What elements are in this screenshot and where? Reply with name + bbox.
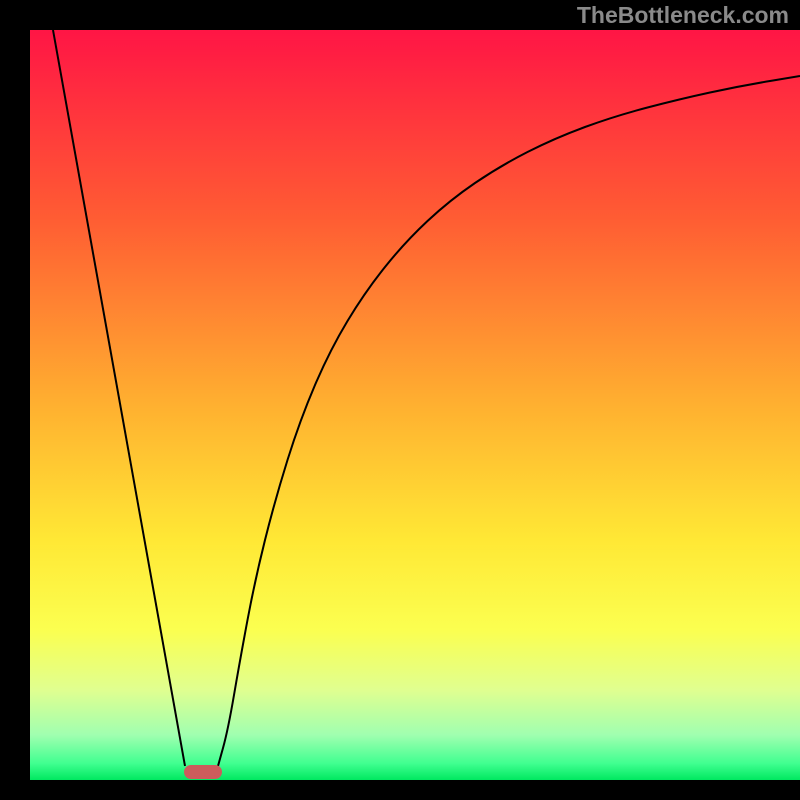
chart-container xyxy=(0,0,800,800)
frame-left xyxy=(0,0,30,800)
plot-background xyxy=(30,30,800,780)
frame-bottom xyxy=(0,780,800,800)
watermark-text: TheBottleneck.com xyxy=(577,2,789,29)
bottleneck-chart xyxy=(0,0,800,800)
minimum-marker xyxy=(184,765,222,779)
